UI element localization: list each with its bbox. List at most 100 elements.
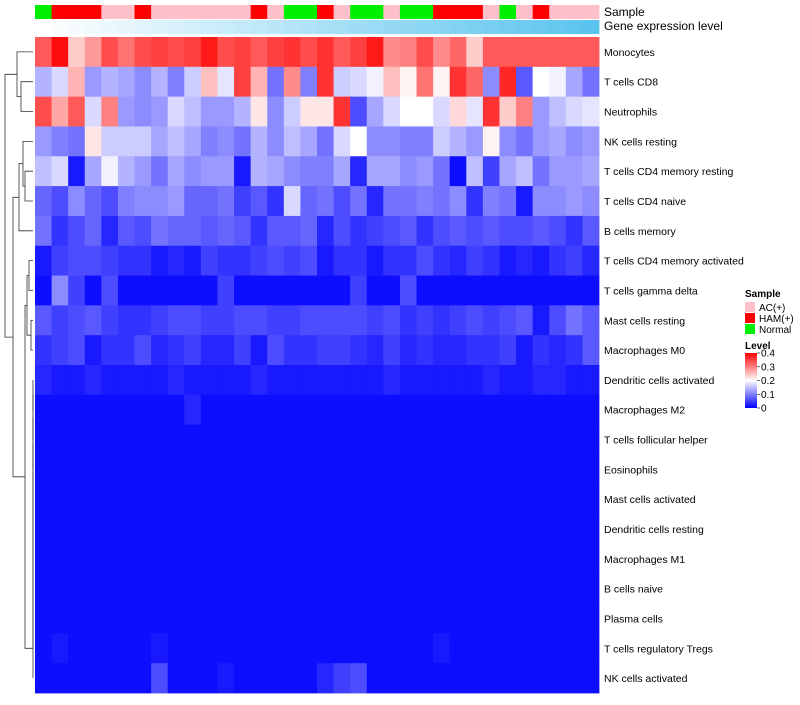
- heatmap-cell: [399, 215, 417, 247]
- heatmap-cell: [200, 424, 218, 455]
- heatmap-cell: [466, 663, 484, 694]
- heatmap-cell: [35, 603, 52, 634]
- heatmap-cell: [300, 633, 318, 664]
- heatmap-cell: [250, 365, 268, 396]
- heatmap-cell: [449, 37, 467, 68]
- row-label: Eosinophils: [604, 464, 658, 476]
- heatmap-cell: [51, 37, 69, 68]
- heatmap-cell: [466, 633, 484, 664]
- heatmap-cell: [366, 215, 384, 247]
- heatmap-cell: [549, 245, 567, 276]
- expression-annotation-cell: [35, 20, 52, 34]
- heatmap-cell: [217, 96, 235, 127]
- heatmap-cell: [101, 543, 119, 575]
- heatmap-cell: [516, 66, 534, 98]
- heatmap-cell: [151, 66, 169, 98]
- heatmap-cell: [366, 484, 384, 515]
- heatmap-cell: [134, 454, 152, 485]
- heatmap-cell: [151, 37, 169, 68]
- heatmap-cell: [532, 424, 550, 455]
- heatmap-cell: [68, 245, 86, 276]
- heatmap-cell: [267, 573, 285, 604]
- heatmap-cell: [250, 215, 268, 247]
- heatmap-cell: [333, 66, 351, 98]
- heatmap-cell: [383, 484, 401, 515]
- heatmap-cell: [51, 633, 69, 664]
- heatmap-cell: [267, 186, 285, 217]
- heatmap-cell: [234, 424, 252, 455]
- heatmap-cell: [317, 633, 334, 664]
- heatmap-cell: [300, 335, 318, 366]
- heatmap-cell: [84, 305, 102, 336]
- heatmap-cell: [499, 365, 517, 396]
- expression-annotation-cell: [117, 20, 135, 34]
- heatmap-cell: [466, 66, 484, 98]
- heatmap-cell: [117, 126, 135, 157]
- sample-annotation-cell: [300, 5, 318, 19]
- heatmap-cell: [35, 424, 52, 455]
- heatmap-cell: [499, 514, 517, 545]
- heatmap-cell: [267, 275, 285, 306]
- heatmap-cell: [68, 633, 86, 664]
- heatmap-cell: [250, 186, 268, 217]
- heatmap-cell: [68, 543, 86, 575]
- heatmap-cell: [466, 305, 484, 336]
- heatmap-cell: [399, 305, 417, 336]
- heatmap-cell: [516, 156, 534, 187]
- heatmap-cell: [167, 365, 185, 396]
- dendrogram-branch: [26, 275, 31, 336]
- column-annotations: [35, 5, 600, 34]
- heatmap-cell: [283, 633, 301, 664]
- heatmap-cell: [134, 573, 152, 604]
- heatmap-cell: [516, 573, 534, 604]
- heatmap-cell: [184, 633, 202, 664]
- heatmap-cell: [416, 573, 434, 604]
- heatmap-cell: [300, 126, 318, 157]
- heatmap-cell: [184, 156, 202, 187]
- row-label: T cells follicular helper: [604, 435, 708, 447]
- heatmap-cell: [333, 275, 351, 306]
- heatmap-cell: [250, 663, 268, 694]
- heatmap-cell: [317, 96, 334, 127]
- heatmap-cell: [333, 514, 351, 545]
- heatmap-cell: [499, 66, 517, 98]
- heatmap-cell: [383, 275, 401, 306]
- heatmap-cell: [184, 663, 202, 694]
- heatmap-cell: [350, 245, 368, 276]
- heatmap-cell: [549, 365, 567, 396]
- heatmap-cell: [134, 543, 152, 575]
- heatmap-cell: [134, 603, 152, 634]
- heatmap-cell: [117, 543, 135, 575]
- heatmap-cell: [317, 484, 334, 515]
- heatmap-cell: [134, 305, 152, 336]
- heatmap-cell: [84, 394, 102, 426]
- heatmap-cell: [68, 156, 86, 187]
- heatmap-cell: [134, 424, 152, 455]
- sample-annotation-cell: [101, 5, 119, 19]
- expression-annotation-cell: [333, 20, 351, 34]
- heatmap-cell: [167, 394, 185, 426]
- sample-annotation-cell: [333, 5, 351, 19]
- heatmap-cell: [267, 335, 285, 366]
- heatmap-cell: [300, 215, 318, 247]
- heatmap-cell: [366, 126, 384, 157]
- row-label: T cells CD4 memory resting: [604, 166, 733, 178]
- sample-annotation-cell: [565, 5, 583, 19]
- heatmap-cell: [582, 275, 600, 306]
- heatmap-cell: [383, 335, 401, 366]
- heatmap-cell: [416, 514, 434, 545]
- heatmap-cell: [399, 156, 417, 187]
- heatmap-cell: [300, 37, 318, 68]
- heatmap-cell: [565, 454, 583, 485]
- heatmap-cell: [84, 335, 102, 366]
- heatmap-cell: [549, 603, 567, 634]
- heatmap-cell: [416, 156, 434, 187]
- heatmap-cell: [35, 633, 52, 664]
- heatmap-cell: [184, 186, 202, 217]
- heatmap-cell: [200, 603, 218, 634]
- heatmap-cell: [117, 186, 135, 217]
- heatmap-cell: [416, 186, 434, 217]
- heatmap-cell: [416, 275, 434, 306]
- heatmap-cell: [516, 126, 534, 157]
- heatmap-cell: [283, 305, 301, 336]
